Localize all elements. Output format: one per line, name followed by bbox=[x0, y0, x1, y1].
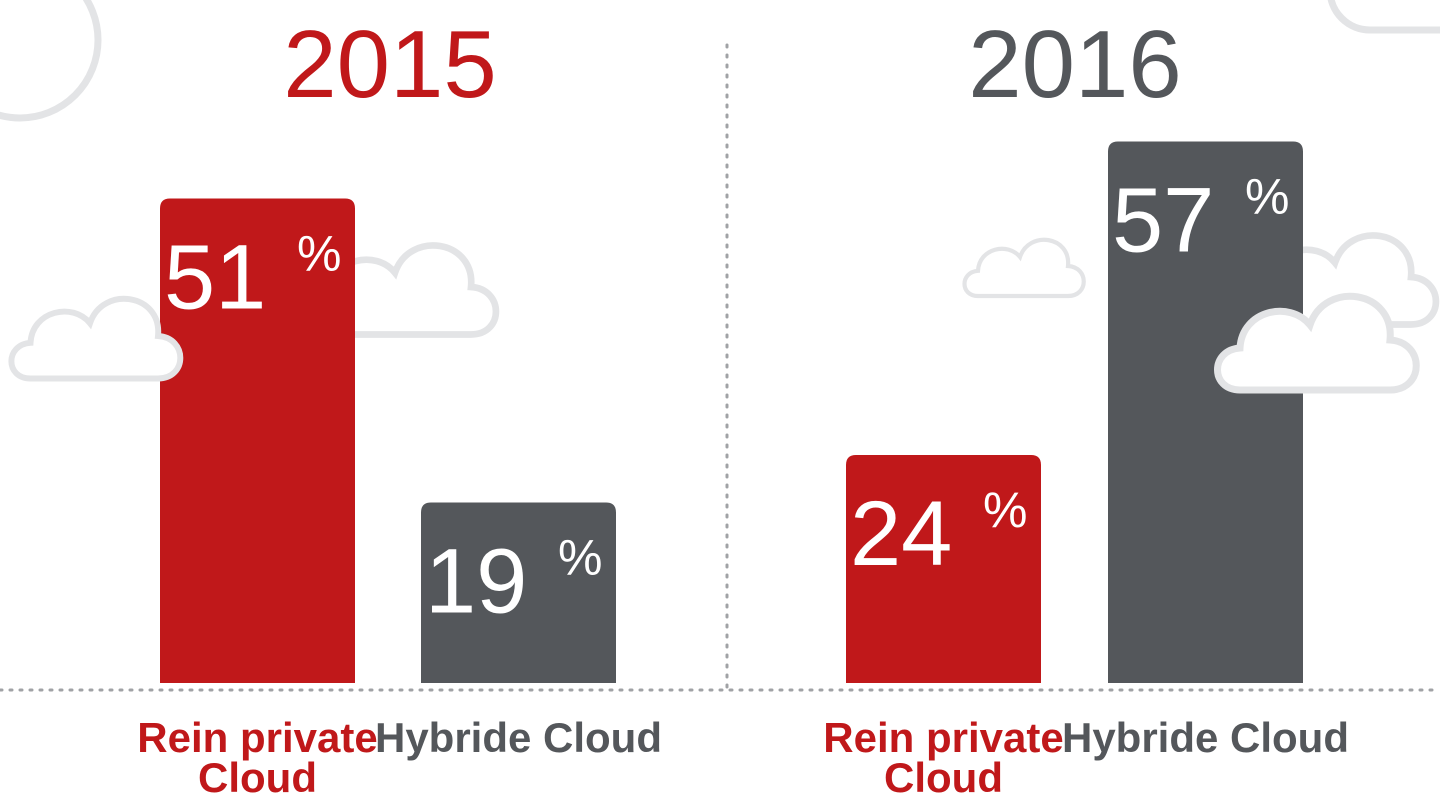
category-label: Hybride Cloud bbox=[1061, 714, 1349, 761]
value-label: 19 bbox=[425, 531, 527, 633]
value-unit: % bbox=[558, 530, 602, 586]
category-label: Hybride Cloud bbox=[374, 714, 662, 761]
bar bbox=[846, 455, 1041, 683]
bars: 51 % 19% 24 % 57% bbox=[160, 141, 1303, 683]
value-unit: % bbox=[1245, 169, 1289, 225]
group-title: 2015 bbox=[283, 11, 497, 118]
category-label: Rein private Cloud bbox=[137, 714, 378, 801]
category-label: Rein private Cloud bbox=[823, 714, 1064, 801]
cloud-decoration bbox=[0, 0, 1440, 335]
value-unit: % bbox=[983, 482, 1027, 538]
value-label: 51 bbox=[164, 227, 266, 329]
bar bbox=[1108, 141, 1303, 683]
bar bbox=[421, 502, 616, 683]
value-label: 57 bbox=[1112, 170, 1214, 272]
value-label: 24 bbox=[850, 483, 952, 585]
value-unit: % bbox=[297, 226, 341, 282]
bar bbox=[160, 198, 355, 683]
group-title: 2016 bbox=[968, 11, 1182, 118]
